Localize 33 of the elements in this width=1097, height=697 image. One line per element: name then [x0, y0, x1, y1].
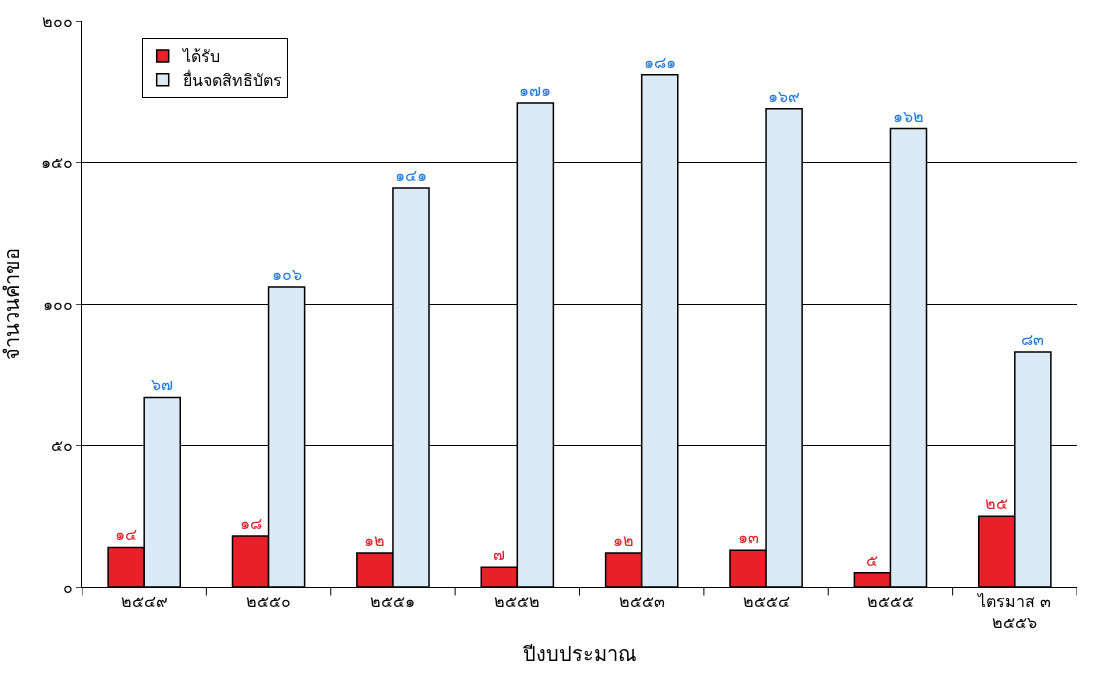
y-tick-label: ๕๐ [50, 436, 73, 456]
data-label: ๑๗๑ [519, 81, 552, 101]
x-tick-label: ๒๕๕๐ [246, 592, 292, 612]
data-label: ๕ [866, 550, 879, 570]
x-tick-label: ๒๕๕๑ [370, 592, 416, 612]
data-label: ๖๗ [151, 375, 174, 395]
data-label: ๑๐๖ [271, 265, 302, 285]
data-label: ๘๓ [1021, 330, 1045, 350]
x-tick-label: ๒๕๔๙ [120, 592, 168, 612]
data-label: ๒๕ [985, 494, 1009, 514]
x-tick-label: ๒๕๕๒ [494, 592, 541, 612]
y-tick-label: ๐ [62, 577, 73, 597]
data-label: ๑๔๑ [394, 165, 427, 185]
y-tick-label: ๑๐๐ [42, 294, 73, 314]
x-tick-label: ๒๕๕๔ [742, 592, 790, 612]
data-label: ๗ [493, 545, 506, 565]
data-label: ๑๒ [364, 531, 386, 551]
x-tick-label: ไตรมาส ๓ ๒๕๕๖ [976, 592, 1052, 632]
data-label: ๑๘ [239, 514, 262, 534]
data-label: ๑๓ [737, 528, 759, 548]
data-label: ๑๖๙ [768, 86, 801, 106]
y-axis-title: จำนวนคำขอ [0, 248, 25, 360]
legend-label: ยื่นจดสิทธิบัตร [182, 68, 282, 90]
data-label: ๑๔ [115, 525, 138, 545]
y-tick-label: ๑๕๐ [40, 153, 73, 173]
data-label: ๑๘๑ [643, 52, 676, 72]
x-axis-title: ปีงบประมาณ [522, 641, 637, 666]
data-label: ๑๖๒ [892, 106, 924, 126]
data-label: ๑๒ [613, 531, 635, 551]
y-tick-label: ๒๐๐ [41, 11, 73, 31]
legend-label: ได้รับ [180, 47, 220, 67]
x-tick-label: ๒๕๕๕ [866, 592, 914, 612]
x-tick-label: ๒๕๕๓ [618, 592, 665, 612]
